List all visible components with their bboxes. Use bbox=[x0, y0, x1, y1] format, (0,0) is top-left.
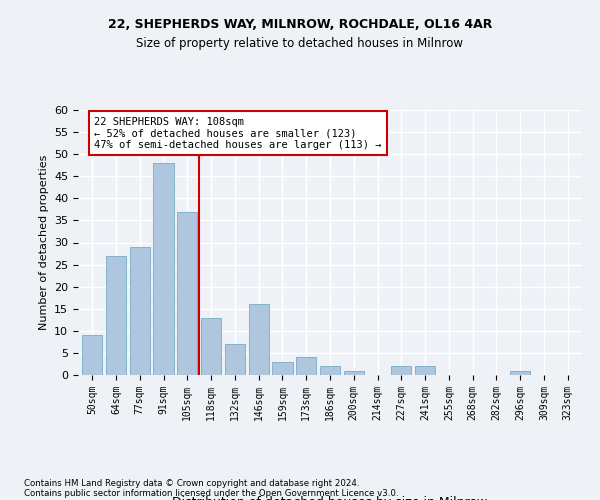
Text: 22 SHEPHERDS WAY: 108sqm
← 52% of detached houses are smaller (123)
47% of semi-: 22 SHEPHERDS WAY: 108sqm ← 52% of detach… bbox=[94, 116, 382, 150]
Bar bbox=[344, 370, 364, 375]
Bar bbox=[510, 370, 530, 375]
Text: Contains HM Land Registry data © Crown copyright and database right 2024.: Contains HM Land Registry data © Crown c… bbox=[24, 478, 359, 488]
Bar bbox=[415, 366, 435, 375]
Bar bbox=[248, 304, 269, 375]
X-axis label: Distribution of detached houses by size in Milnrow: Distribution of detached houses by size … bbox=[172, 496, 488, 500]
Text: Size of property relative to detached houses in Milnrow: Size of property relative to detached ho… bbox=[137, 38, 464, 51]
Y-axis label: Number of detached properties: Number of detached properties bbox=[38, 155, 49, 330]
Text: Contains public sector information licensed under the Open Government Licence v3: Contains public sector information licen… bbox=[24, 488, 398, 498]
Bar bbox=[201, 318, 221, 375]
Bar bbox=[106, 256, 126, 375]
Bar bbox=[320, 366, 340, 375]
Bar bbox=[225, 344, 245, 375]
Bar bbox=[296, 358, 316, 375]
Text: 22, SHEPHERDS WAY, MILNROW, ROCHDALE, OL16 4AR: 22, SHEPHERDS WAY, MILNROW, ROCHDALE, OL… bbox=[108, 18, 492, 30]
Bar bbox=[177, 212, 197, 375]
Bar bbox=[82, 335, 103, 375]
Bar bbox=[272, 362, 293, 375]
Bar bbox=[130, 247, 150, 375]
Bar bbox=[154, 163, 173, 375]
Bar bbox=[391, 366, 412, 375]
